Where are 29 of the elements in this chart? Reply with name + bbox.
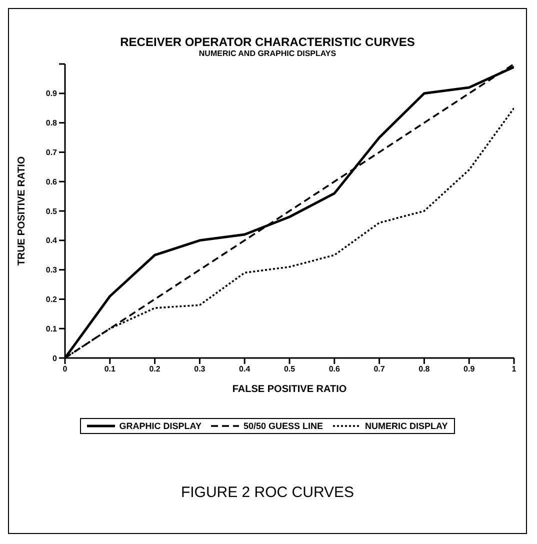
x-tick-label: 0.3 [194, 364, 206, 374]
x-tick-label: 0.5 [284, 364, 296, 374]
y-tick-label: 0.1 [46, 324, 58, 334]
y-tick-label: 0.5 [46, 206, 58, 216]
y-tick-label: 0 [52, 354, 58, 363]
legend-label: GRAPHIC DISPLAY [119, 421, 202, 431]
caption: FIGURE 2 ROC CURVES [180, 484, 356, 501]
x-axis-title: FALSE POSITIVE RATIO [232, 384, 347, 395]
chart-subtitle: NUMERIC AND GRAPHIC DISPLAYS [198, 49, 338, 58]
y-tick-label: 0.9 [46, 89, 58, 98]
chart-title: RECEIVER OPERATOR CHARACTERISTIC CURVES [119, 35, 416, 49]
y-axis-title: TRUE POSITIVE RATIO [16, 156, 28, 266]
x-tick-label: 0.9 [464, 364, 476, 374]
x-tick-label: 0.7 [374, 364, 386, 374]
y-tick-label: 0.4 [46, 236, 58, 246]
x-tick-label: 0.6 [328, 364, 341, 374]
y-tick-label: 0.3 [46, 266, 58, 275]
y-tick-label: 0.8 [46, 118, 58, 128]
x-tick-label: 0.1 [104, 364, 116, 374]
x-tick-label: 0.4 [239, 364, 251, 374]
x-tick-label: 1 [512, 364, 517, 374]
x-tick-label: 0.2 [149, 364, 161, 374]
y-tick-label: 0.2 [46, 295, 58, 304]
x-tick-label: 0 [62, 364, 68, 374]
x-tick-label: 0.8 [418, 364, 430, 374]
legend-label: 50/50 GUESS LINE [243, 421, 324, 431]
y-tick-label: 0.6 [46, 177, 58, 186]
y-tick-label: 0.7 [46, 148, 58, 158]
legend-label: NUMERIC DISPLAY [365, 421, 448, 431]
